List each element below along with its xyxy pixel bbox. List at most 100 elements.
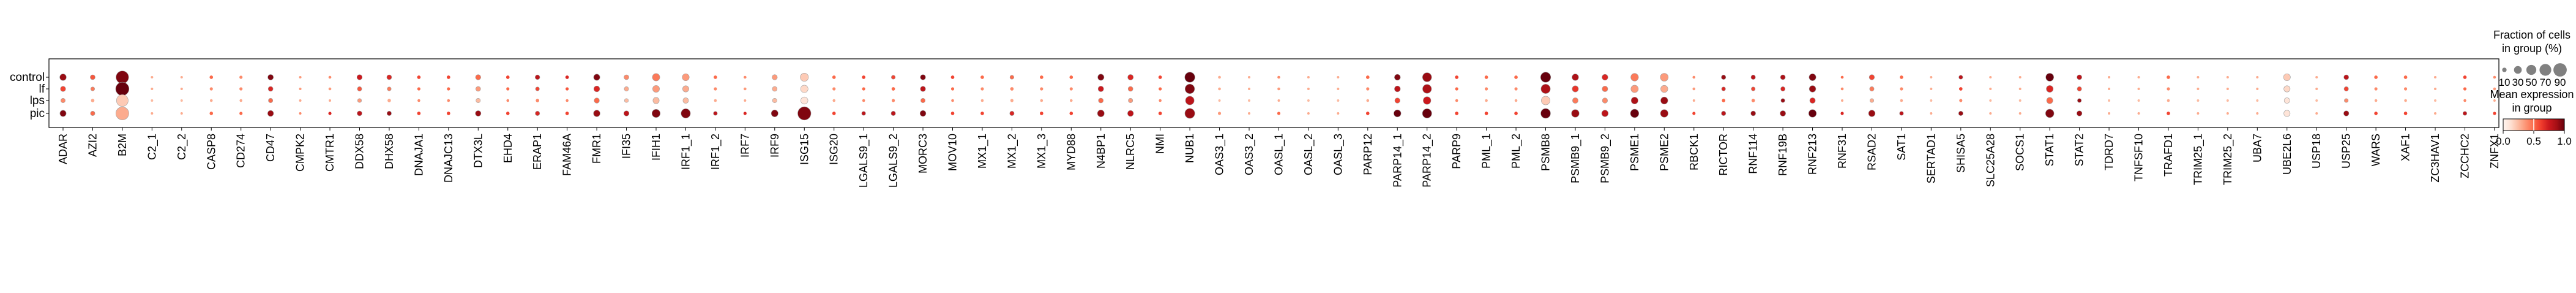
dot-pic-STAT2 [2077, 110, 2083, 116]
dot-lps-IFIH1 [652, 97, 660, 104]
dot-control-DNAJC13 [447, 75, 450, 79]
dot-lf-NUB1 [1184, 83, 1195, 94]
gene-label-AZI2: AZI2 [86, 134, 99, 157]
dot-control-DDX58 [356, 74, 363, 80]
dot-lps-TRIM25_2 [2226, 99, 2229, 102]
dot-pic-MOV10 [950, 112, 955, 115]
dot-pic-MX1_3 [1040, 112, 1043, 115]
size-legend-label-30: 30 [2512, 77, 2524, 88]
gene-label-NLRC5: NLRC5 [1124, 134, 1137, 170]
dot-pic-NMI [1158, 112, 1162, 115]
dot-lf-RNF19B [1780, 86, 1786, 91]
group-label-control: control [10, 71, 45, 84]
dot-lps-USP25 [2344, 98, 2349, 103]
dot-lf-SOCS1 [2018, 88, 2022, 90]
gene-label-WARS: WARS [2370, 134, 2382, 166]
size-legend-dot-10 [2502, 67, 2507, 72]
gene-label-CMPK2: CMPK2 [294, 134, 307, 172]
gene-label-SERTAD1: SERTAD1 [1925, 134, 1937, 183]
dot-pic-ISG15 [797, 106, 812, 121]
gene-label-RNF31: RNF31 [1836, 134, 1848, 169]
dots [59, 70, 2496, 121]
dot-pic-PSMB9_1 [1571, 109, 1580, 118]
dot-control-PSME2 [1660, 73, 1669, 82]
dot-pic-RNF114 [1750, 110, 1756, 116]
dot-lf-CD47 [267, 86, 274, 92]
dot-lf-PML_2 [1514, 87, 1518, 91]
dot-lf-MORC3 [920, 86, 926, 92]
dot-control-MORC3 [920, 74, 926, 80]
dot-control-IFI35 [624, 74, 629, 80]
dot-lps-LGALS9_1 [862, 99, 865, 102]
dot-control-MX1_1 [980, 75, 984, 79]
dot-control-NMI [1158, 75, 1162, 79]
dot-lf-RNF213 [1809, 85, 1816, 93]
dot-lf-MYD88 [1069, 87, 1073, 91]
dot-pic-IRF1_1 [681, 108, 691, 118]
gene-label-ZNFX1: ZNFX1 [2488, 134, 2501, 169]
dot-lps-SERTAD1 [1930, 99, 1933, 102]
gene-label-XAF1: XAF1 [2400, 134, 2412, 161]
dot-control-C2_2 [180, 76, 183, 78]
gene-label-SAT1: SAT1 [1895, 134, 1908, 161]
dot-lps-TRIM25_1 [2197, 99, 2200, 102]
gene-label-PSME2: PSME2 [1658, 134, 1670, 171]
gene-label-LGALS9_1: LGALS9_1 [857, 134, 870, 188]
dot-lps-PSME2 [1660, 96, 1668, 105]
dot-lps-PSME1 [1630, 97, 1638, 104]
dot-pic-PARP14_2 [1422, 108, 1432, 118]
dot-lps-RNF31 [1841, 99, 1843, 102]
dot-lf-CASP8 [209, 87, 213, 91]
dot-lf-LGALS9_2 [891, 87, 895, 91]
gene-label-PARP9: PARP9 [1450, 134, 1463, 169]
dot-lps-DHX58 [387, 99, 391, 102]
gene-label-PSMB9_1: PSMB9_1 [1569, 134, 1582, 183]
dot-pic-SERTAD1 [1930, 112, 1933, 115]
dot-pic-CMTR1 [328, 112, 332, 115]
dot-lps-MX1_1 [980, 99, 984, 102]
dot-lps-IRF1_1 [682, 97, 689, 104]
dot-lps-MOV10 [951, 99, 954, 102]
dot-control-MOV10 [950, 75, 955, 79]
size-legend-label-50: 50 [2526, 77, 2537, 88]
dot-pic-STAT1 [2045, 108, 2055, 118]
dot-lps-ISG15 [801, 96, 808, 105]
dot-control-OAS3_2 [1248, 76, 1250, 78]
gene-label-OAS3_1: OAS3_1 [1214, 134, 1226, 175]
gene-label-OASL_2: OASL_2 [1302, 134, 1315, 175]
dot-lps-AZI2 [91, 99, 95, 102]
dot-lf-LGALS9_1 [862, 87, 865, 91]
dot-lf-XAF1 [2403, 87, 2408, 91]
dot-lps-CMPK2 [299, 99, 302, 102]
dot-control-FAM46A [565, 75, 569, 79]
gene-label-FMR1: FMR1 [591, 134, 603, 164]
dot-control-ZNFX1 [2493, 75, 2496, 79]
dot-lf-OASL_2 [1307, 88, 1310, 90]
dot-control-RNF213 [1809, 74, 1816, 81]
dot-control-EHD4 [506, 75, 510, 79]
size-legend-dot-30 [2514, 66, 2522, 74]
dot-pic-OAS3_1 [1217, 112, 1222, 115]
gene-label-ISG15: ISG15 [798, 134, 810, 165]
dot-lf-PARP14_1 [1394, 85, 1401, 93]
dot-pic-NUB1 [1184, 108, 1195, 119]
dot-lps-IFI35 [624, 98, 629, 103]
gene-label-TDRD7: TDRD7 [2103, 134, 2115, 170]
dot-control-ZCCHC2 [2463, 75, 2467, 79]
dot-pic-CD47 [267, 110, 274, 117]
dot-pic-ADAR [59, 110, 67, 117]
dot-control-CMTR1 [328, 75, 332, 79]
gene-label-RNF19B: RNF19B [1777, 134, 1789, 176]
dot-control-PARP14_1 [1394, 74, 1401, 81]
dot-pic-MYD88 [1069, 112, 1073, 115]
dot-lf-PSMB9_2 [1602, 86, 1608, 92]
dot-pic-ZNFX1 [2493, 112, 2496, 115]
dot-lps-TNFSF10 [2137, 99, 2140, 102]
gene-label-IRF1_1: IRF1_1 [679, 134, 692, 170]
dot-control-C2_1 [151, 76, 154, 78]
gene-label-ZC3HAV1: ZC3HAV1 [2429, 134, 2441, 183]
gene-label-NMI: NMI [1154, 134, 1167, 154]
dot-control-CD47 [267, 74, 274, 80]
dot-lf-MX1_2 [1010, 87, 1014, 91]
dot-lf-STAT1 [2046, 85, 2054, 93]
